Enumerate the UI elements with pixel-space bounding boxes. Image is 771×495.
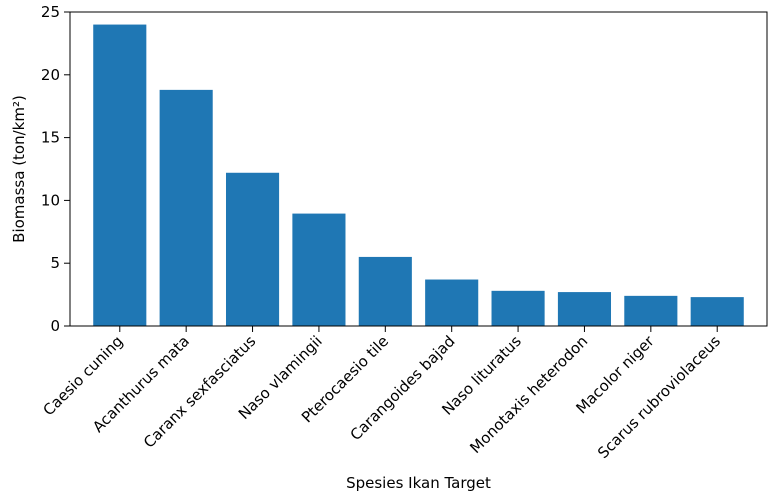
y-tick-label-1: 5	[50, 254, 60, 272]
bar-7	[557, 292, 612, 326]
bar-9	[690, 297, 744, 326]
bar-8	[624, 295, 678, 326]
bar-0	[93, 24, 147, 327]
y-axis-label: Biomassa (ton/km²)	[10, 95, 28, 243]
bar-2	[225, 172, 280, 326]
bar-1	[159, 89, 213, 326]
x-tick-label-9: Scarus rubroviolaceus	[594, 332, 724, 462]
x-tick-label-7: Monotaxis heterodon	[466, 332, 591, 457]
bar-3	[292, 213, 346, 326]
y-tick-label-3: 15	[41, 129, 60, 147]
y-tick-label-0: 0	[50, 317, 60, 335]
x-tick-label-2: Caranx sexfasciatus	[140, 332, 260, 452]
bars-group	[93, 24, 744, 327]
y-axis-ticks: 0 5 10 15 20 25	[41, 3, 70, 335]
x-axis-label: Spesies Ikan Target	[346, 474, 491, 492]
y-tick-label-5: 25	[41, 3, 60, 21]
bar-5	[425, 279, 479, 326]
bar-6	[491, 290, 545, 326]
bar-4	[358, 256, 412, 326]
y-tick-label-4: 20	[41, 66, 60, 84]
plot-frame	[69, 11, 768, 327]
y-tick-label-2: 10	[41, 191, 60, 209]
